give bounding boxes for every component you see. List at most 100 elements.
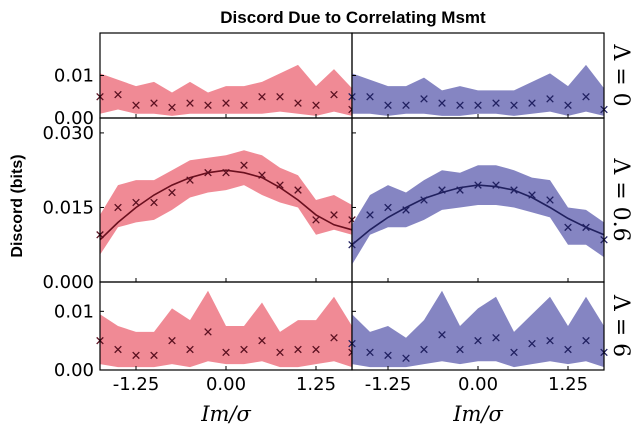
data-point (492, 99, 500, 107)
data-point (294, 99, 302, 107)
data-point (312, 101, 320, 110)
x-tick-label: -1.25 (365, 374, 412, 395)
data-point (456, 101, 464, 110)
y-tick-label: 0.01 (54, 301, 94, 322)
data-point (528, 99, 536, 107)
data-point (528, 191, 536, 199)
data-point (402, 354, 410, 363)
row-label: Λ = 6 (608, 294, 633, 357)
data-point (510, 101, 518, 110)
data-point (240, 101, 248, 110)
data-point (564, 101, 572, 110)
y-tick-label: 0.030 (42, 123, 94, 144)
data-point (150, 351, 158, 360)
data-point (384, 351, 392, 360)
data-point (222, 348, 230, 357)
data-point (240, 345, 248, 354)
data-point (132, 101, 140, 110)
x-tick-label: 1.25 (548, 374, 588, 395)
data-point (438, 331, 446, 339)
y-tick-label: 0.00 (54, 360, 94, 381)
y-axis-label: Discord (bits) (9, 154, 26, 257)
data-point (186, 176, 194, 184)
data-point (240, 161, 248, 169)
data-point (312, 345, 320, 354)
uncertainty-band (100, 64, 352, 116)
data-point (420, 196, 428, 204)
data-point (582, 336, 590, 345)
data-point (204, 328, 212, 336)
uncertainty-band (352, 290, 604, 368)
data-point (114, 90, 122, 99)
data-point (438, 186, 446, 194)
data-point (186, 99, 194, 107)
data-point (366, 92, 374, 101)
data-point (456, 186, 464, 194)
data-point (528, 339, 536, 348)
data-point (564, 345, 572, 354)
data-point (132, 351, 140, 360)
data-point (402, 101, 410, 110)
data-point (456, 345, 464, 354)
data-point (510, 348, 518, 357)
data-point (114, 345, 122, 354)
data-point (222, 168, 230, 177)
data-point (132, 198, 140, 207)
data-point (276, 348, 284, 357)
chart-title: Discord Due to Correlating Msmt (220, 8, 486, 27)
panel-r0-c0: 0.00 0.01 (54, 32, 356, 129)
uncertainty-band (352, 165, 604, 265)
panel-r2-c1: -1.25 0.00 1.25 Im/σ (348, 281, 608, 426)
data-point (546, 196, 554, 204)
data-point (564, 223, 572, 232)
data-point (582, 92, 590, 101)
data-point (474, 101, 482, 110)
x-axis-label: Im/σ (200, 402, 251, 426)
data-point (168, 336, 176, 345)
data-point (222, 99, 230, 107)
data-point (276, 181, 284, 189)
data-point (474, 336, 482, 345)
data-point (312, 216, 320, 224)
uncertainty-band (352, 64, 604, 116)
x-tick-label: 0.00 (458, 374, 498, 395)
data-point (186, 345, 194, 354)
data-point (150, 99, 158, 107)
data-point (438, 99, 446, 107)
data-point (204, 168, 212, 177)
data-point (204, 101, 212, 110)
x-tick-label: -1.25 (113, 374, 160, 395)
data-point (492, 181, 500, 189)
data-point (258, 92, 266, 101)
data-point (150, 198, 158, 207)
data-point (420, 95, 428, 103)
data-point (258, 336, 266, 345)
data-point (114, 203, 122, 212)
panel-r2-c0: 0.00 0.01 -1.25 0.00 1.25 Im/σ (54, 281, 356, 426)
x-tick-label: 0.00 (206, 374, 246, 395)
data-point (168, 103, 176, 112)
uncertainty-band (100, 290, 352, 368)
panel-r1-c0: 0.000 0.015 0.030 (42, 117, 356, 293)
data-point (294, 345, 302, 354)
data-point (330, 90, 338, 99)
row-label: Λ = 0.6 (608, 157, 633, 241)
data-point (366, 211, 374, 219)
data-point (546, 95, 554, 103)
uncertainty-band (100, 150, 352, 255)
data-point (420, 345, 428, 354)
data-point (384, 203, 392, 212)
panel-r0-c1 (348, 32, 608, 119)
y-tick-label: 0.01 (54, 66, 94, 87)
data-point (294, 186, 302, 194)
data-point (546, 336, 554, 345)
y-tick-label: 0.015 (42, 197, 94, 218)
row-label: Λ = 0 (608, 43, 633, 106)
data-point (492, 333, 500, 342)
data-point (510, 186, 518, 194)
data-point (384, 101, 392, 110)
data-point (366, 348, 374, 357)
